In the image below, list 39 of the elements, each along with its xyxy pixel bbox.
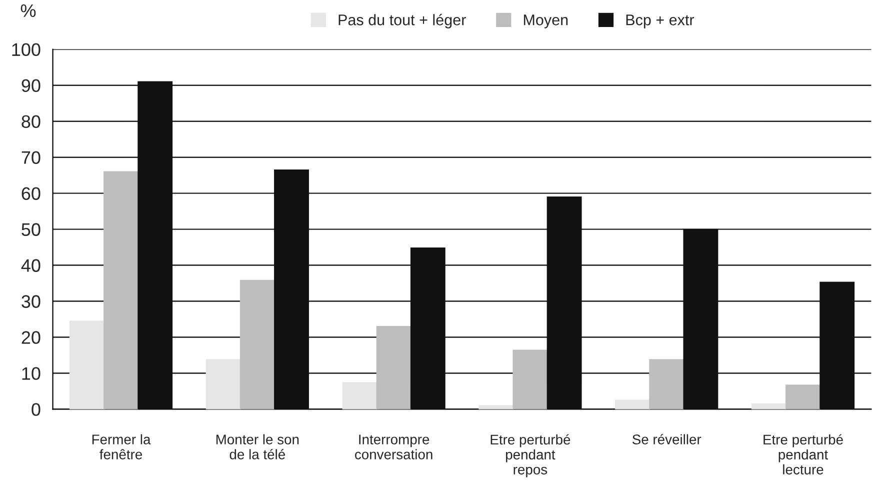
y-tick-label: 80 (22, 115, 40, 128)
bar (546, 196, 582, 410)
bar (104, 171, 138, 410)
y-tick-label: 10 (22, 367, 40, 380)
bar (240, 280, 275, 410)
x-tick-label: Fermer la fenêtre (92, 434, 151, 460)
y-tick-label: 0 (32, 403, 40, 416)
x-tick-label: Etre perturbé pendant lecture (764, 434, 843, 474)
y-tick-label: 40 (21, 259, 40, 272)
bar (138, 81, 173, 410)
x-tick-label: Interrompre conversation (355, 434, 432, 460)
x-tick-label: Etre perturbé pendant repos (490, 434, 570, 478)
bar (751, 403, 786, 410)
y-tick-label: 70 (22, 151, 40, 164)
bar (274, 169, 309, 410)
y-tick-label: 30 (22, 295, 40, 308)
y-tick-label: 50 (22, 223, 40, 236)
x-tick-label: Monter le son de la télé (216, 434, 299, 460)
bar (69, 320, 104, 410)
bar (683, 228, 718, 410)
bar (820, 282, 855, 410)
y-tick-label: 20 (22, 331, 40, 344)
bar (786, 384, 820, 410)
bar (615, 400, 650, 410)
bar (342, 382, 378, 410)
y-tick-label: 100 (12, 43, 40, 56)
bar (376, 326, 412, 410)
legend-label: Pas du tout + léger (338, 14, 466, 28)
bar (512, 350, 548, 410)
y-tick-label: 90 (22, 79, 40, 92)
bar (206, 359, 241, 410)
bar (649, 359, 684, 410)
y-axis-title: % (20, 4, 36, 18)
x-tick-label: Se réveiller (632, 434, 702, 444)
bar (410, 248, 446, 410)
legend-label: Moyen (524, 14, 568, 28)
bar (478, 405, 514, 410)
y-tick-label: 60 (22, 187, 40, 200)
legend-label: Bcp + extr (626, 14, 694, 28)
